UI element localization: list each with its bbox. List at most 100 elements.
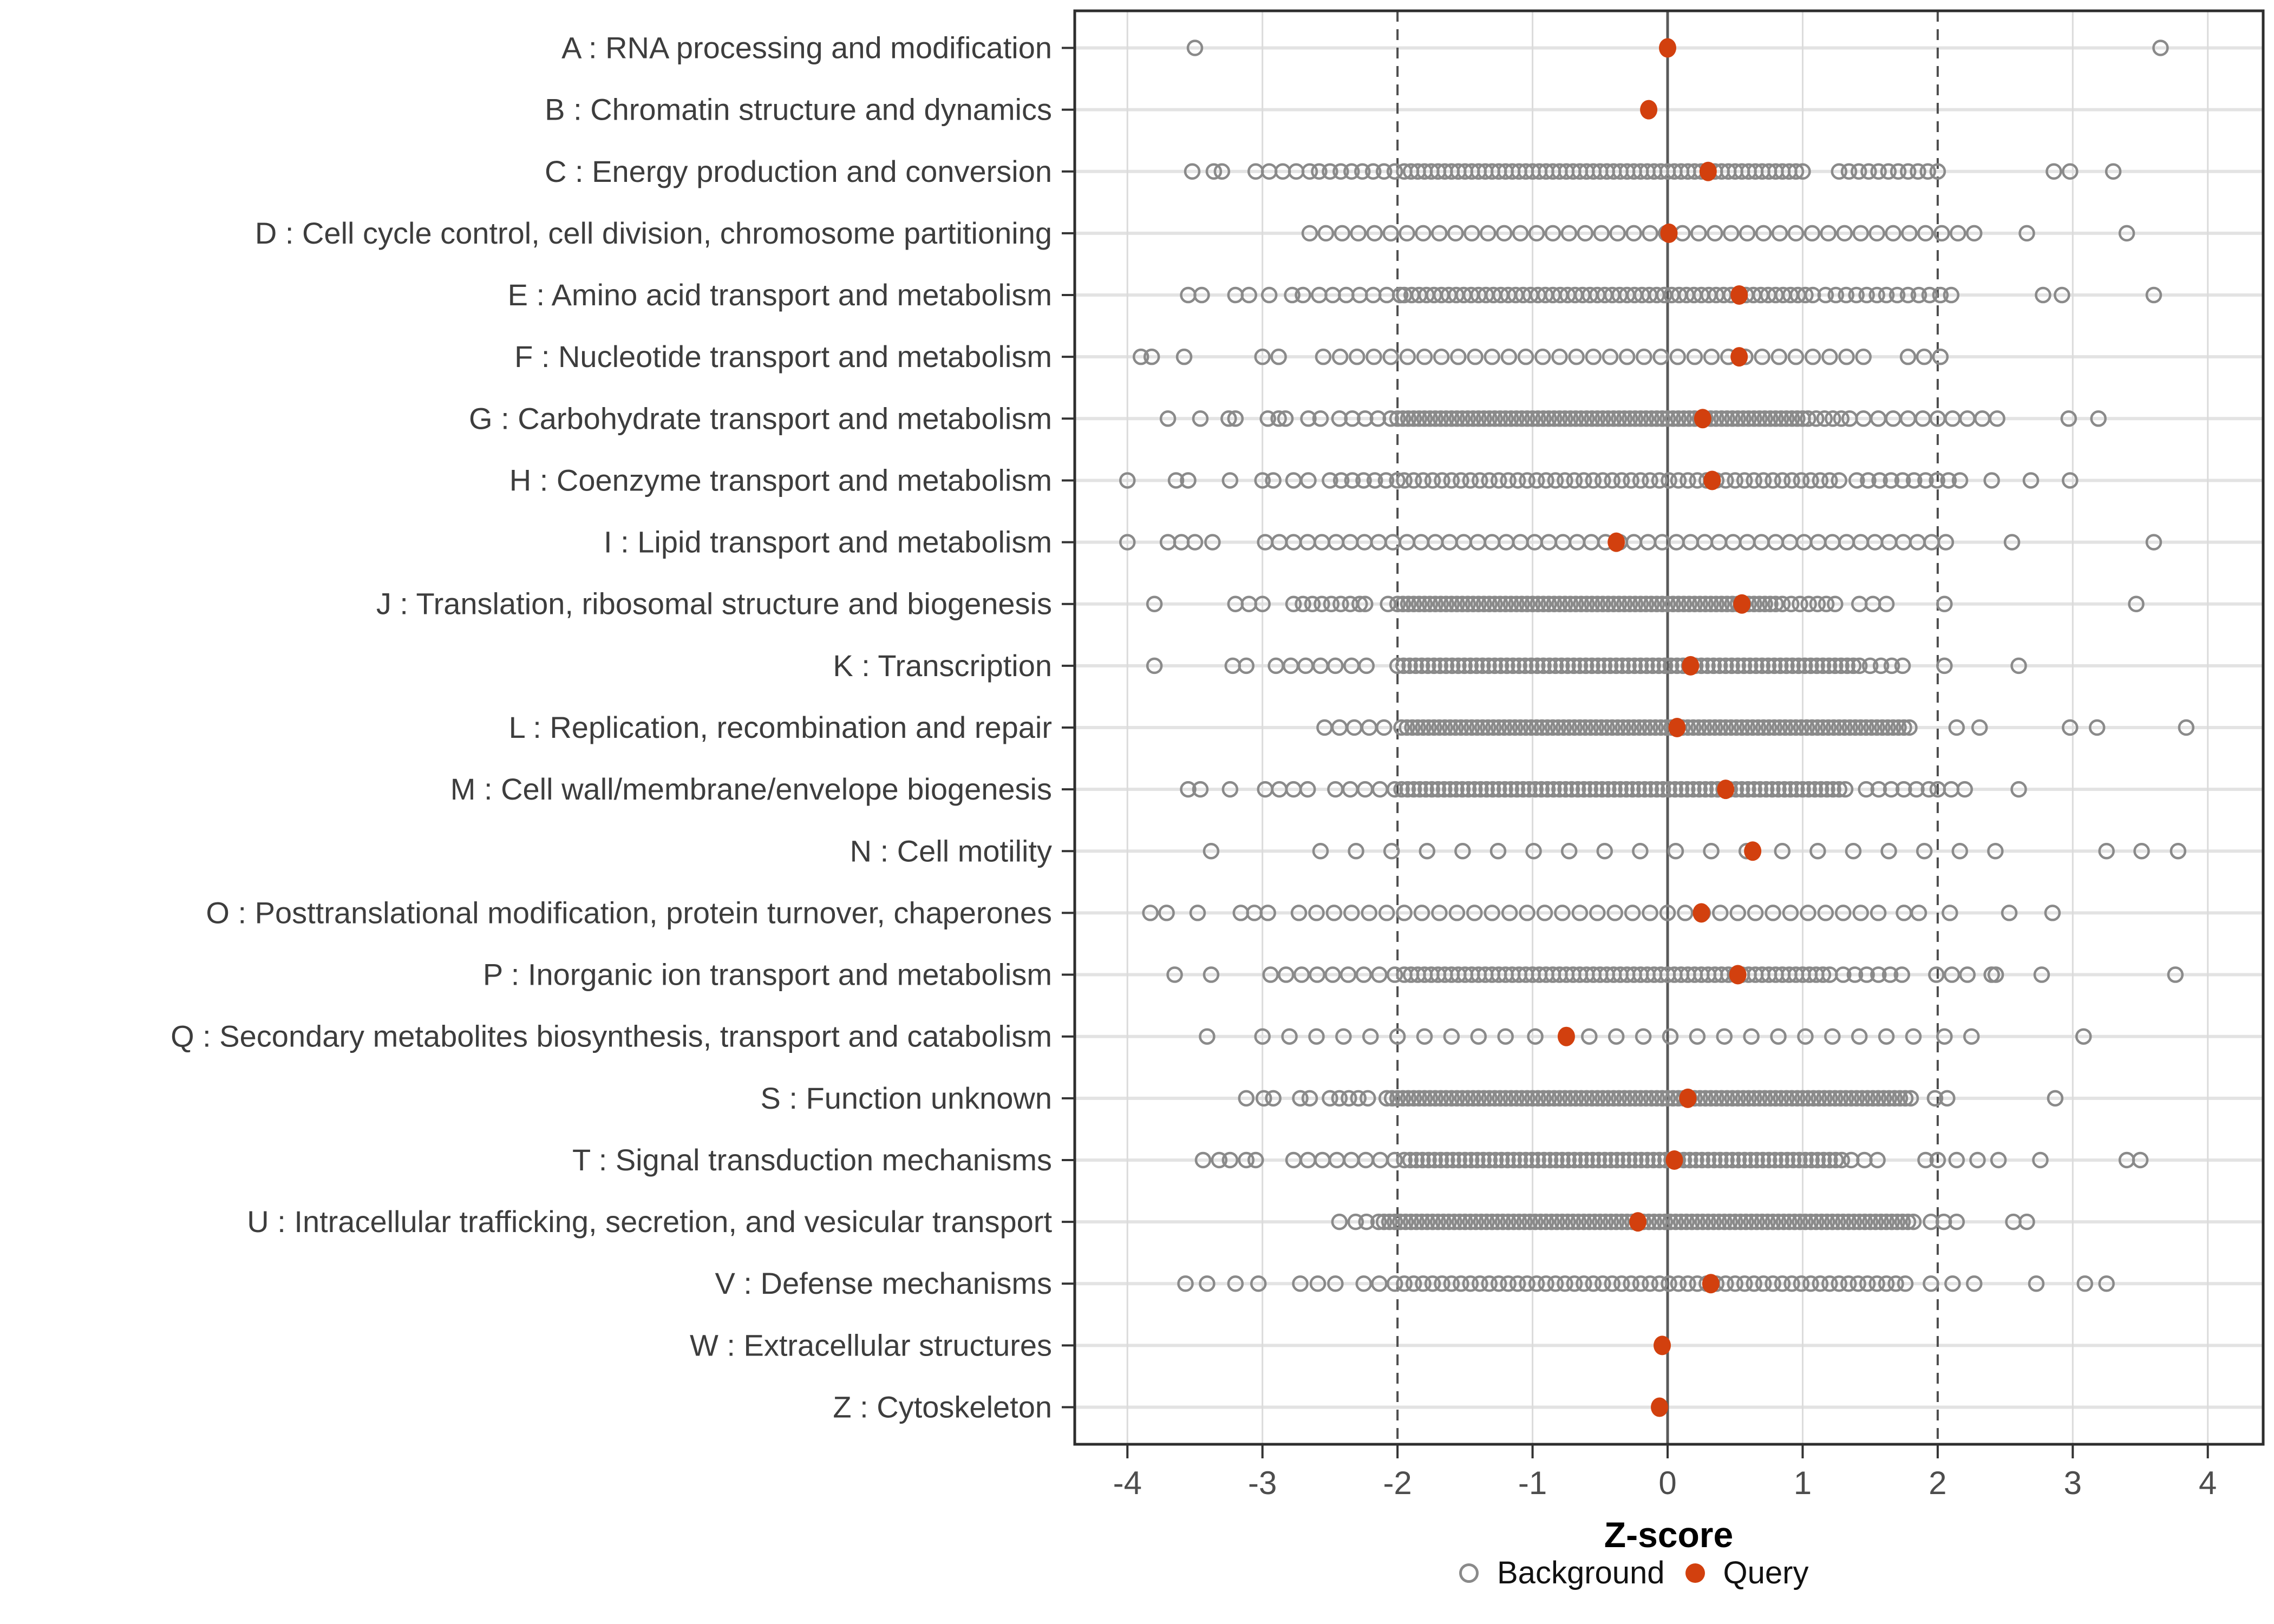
background-point bbox=[1470, 410, 1487, 427]
background-point bbox=[1450, 657, 1467, 675]
background-point bbox=[1386, 1151, 1403, 1169]
background-point bbox=[1434, 472, 1450, 489]
background-point bbox=[1605, 1090, 1622, 1107]
background-point bbox=[1517, 1151, 1534, 1169]
background-point bbox=[1631, 719, 1648, 736]
background-point bbox=[1186, 40, 1204, 56]
background-point bbox=[1434, 1275, 1450, 1292]
background-point bbox=[1349, 348, 1365, 365]
background-point bbox=[1868, 1275, 1885, 1292]
background-point bbox=[1746, 781, 1762, 798]
background-point bbox=[1443, 657, 1461, 675]
background-point bbox=[1389, 472, 1406, 489]
x-axis-title: Z-score bbox=[1604, 1515, 1733, 1555]
query-dot-icon bbox=[1685, 1563, 1705, 1583]
background-point bbox=[1870, 966, 1887, 983]
background-point bbox=[1943, 286, 1960, 304]
background-point bbox=[1465, 595, 1482, 612]
background-point bbox=[1505, 1151, 1522, 1169]
background-point bbox=[1808, 410, 1825, 427]
background-point bbox=[2022, 472, 2040, 489]
x-tick-label-0: 0 bbox=[1658, 1465, 1676, 1501]
background-point bbox=[1592, 1213, 1609, 1230]
background-point bbox=[1740, 781, 1756, 798]
background-point bbox=[1492, 1090, 1508, 1107]
background-point bbox=[1343, 163, 1360, 180]
background-point bbox=[1357, 595, 1374, 612]
background-point bbox=[1774, 843, 1791, 860]
background-point bbox=[1309, 1275, 1327, 1292]
background-point bbox=[1481, 595, 1498, 612]
background-point bbox=[1894, 472, 1911, 489]
background-point bbox=[1783, 410, 1800, 427]
background-point bbox=[1554, 1213, 1571, 1230]
background-point bbox=[1331, 410, 1348, 427]
background-point bbox=[2018, 1213, 2035, 1230]
background-point bbox=[1177, 1275, 1194, 1292]
background-point bbox=[1670, 472, 1687, 489]
background-point bbox=[1262, 966, 1279, 983]
background-point bbox=[2060, 410, 2077, 427]
background-point bbox=[1770, 1028, 1787, 1045]
x-tick-label--2: -2 bbox=[1383, 1465, 1412, 1501]
background-point bbox=[1779, 1151, 1796, 1169]
background-point bbox=[1396, 1151, 1413, 1169]
background-point bbox=[1423, 781, 1440, 798]
background-point bbox=[1793, 719, 1810, 736]
background-point bbox=[1773, 1090, 1789, 1107]
background-point bbox=[1932, 348, 1949, 365]
background-point bbox=[2098, 1275, 2115, 1292]
background-point bbox=[1505, 657, 1521, 675]
background-point bbox=[1410, 595, 1428, 612]
background-point bbox=[1755, 225, 1772, 242]
background-point bbox=[1648, 595, 1665, 612]
background-point bbox=[1756, 595, 1773, 612]
background-point bbox=[1722, 225, 1740, 242]
background-point bbox=[1369, 410, 1387, 427]
background-point bbox=[1821, 1090, 1838, 1107]
background-point bbox=[1205, 163, 1223, 180]
background-point bbox=[1557, 1275, 1573, 1292]
background-point bbox=[1397, 1213, 1414, 1230]
background-point bbox=[1790, 657, 1807, 675]
background-point bbox=[1478, 1213, 1495, 1230]
x-tick-label-2: 2 bbox=[1929, 1465, 1946, 1501]
background-point bbox=[1527, 1213, 1544, 1230]
background-point bbox=[1535, 657, 1552, 675]
background-point bbox=[1787, 348, 1805, 365]
background-point bbox=[1767, 1090, 1784, 1107]
background-point bbox=[1413, 905, 1430, 921]
background-point bbox=[1659, 595, 1676, 612]
background-point bbox=[1566, 719, 1583, 736]
background-point bbox=[1875, 1090, 1892, 1107]
background-point bbox=[1247, 1151, 1264, 1169]
background-point bbox=[1485, 719, 1502, 736]
background-point bbox=[1409, 719, 1426, 736]
background-point bbox=[1880, 843, 1897, 860]
background-point bbox=[1642, 472, 1658, 489]
background-point bbox=[1378, 905, 1395, 921]
background-point bbox=[1486, 657, 1503, 675]
background-circle-icon bbox=[1459, 1563, 1479, 1583]
background-point bbox=[1905, 1213, 1922, 1230]
background-point bbox=[1567, 410, 1584, 427]
background-point bbox=[1775, 1213, 1792, 1230]
background-point bbox=[1502, 1090, 1519, 1107]
background-point bbox=[1578, 410, 1595, 427]
background-point bbox=[1585, 472, 1602, 489]
background-point bbox=[1604, 719, 1620, 736]
background-point bbox=[1405, 1090, 1422, 1107]
background-point bbox=[1192, 781, 1209, 798]
background-point bbox=[1659, 1090, 1676, 1107]
background-point bbox=[1846, 966, 1864, 983]
background-point bbox=[1514, 781, 1532, 798]
background-point bbox=[1544, 225, 1561, 242]
background-point bbox=[1581, 1213, 1598, 1230]
background-point bbox=[1465, 1090, 1482, 1107]
background-point bbox=[2010, 781, 2027, 798]
background-point bbox=[1797, 286, 1814, 304]
background-point bbox=[1254, 595, 1271, 612]
background-point bbox=[1541, 1151, 1559, 1169]
background-point bbox=[1405, 781, 1422, 798]
background-point bbox=[1718, 410, 1736, 427]
